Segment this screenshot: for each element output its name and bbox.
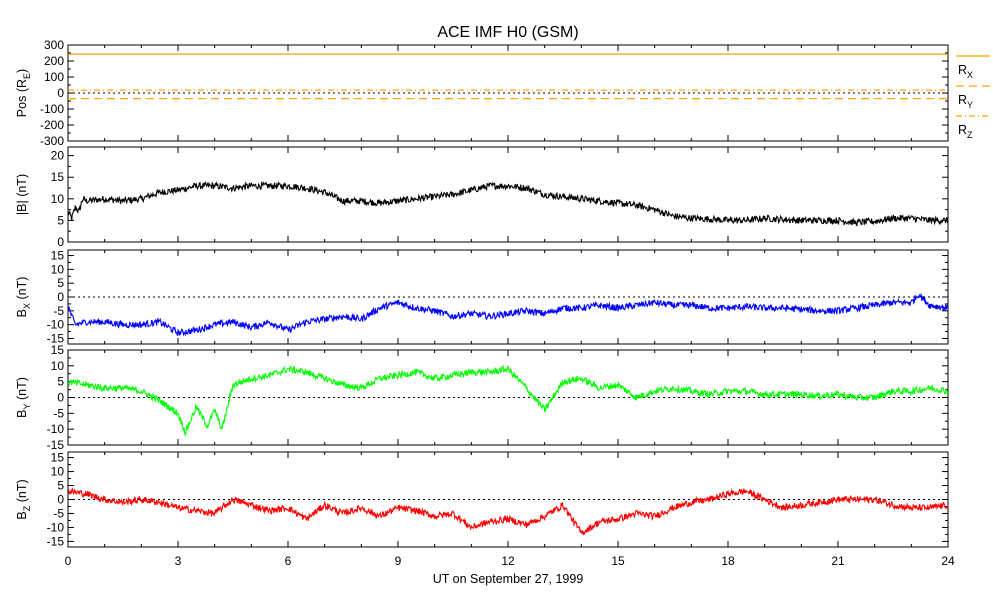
legend-label-x: RX (958, 63, 973, 80)
x-tick-label: 24 (941, 554, 955, 568)
x-tick-label: 6 (285, 554, 292, 568)
panel-by: 15 10 5 0-5 -10 -15 BY (nT) (15, 343, 949, 452)
y-tick-label: 5 (57, 213, 64, 227)
y-tick-label: 0 (57, 235, 64, 249)
y-tick-label: 100 (44, 70, 64, 84)
y-axis-label-pos: Pos (RE) (15, 69, 32, 117)
y-tick-label: 0 (57, 493, 64, 507)
x-tick-label: 15 (611, 554, 625, 568)
y-tick-label: 20 (51, 149, 65, 163)
x-axis-label: UT on September 27, 1999 (433, 572, 584, 586)
x-tick-label: 9 (395, 554, 402, 568)
series-line-bmag (68, 180, 948, 227)
y-tick-label: -15 (47, 534, 65, 548)
y-tick-label: -5 (53, 406, 64, 420)
series-line-bz (68, 486, 948, 536)
panel-pos: 300 200 100 0 -100 -200 -300 Pos (RE) RX RY RZ (15, 38, 990, 148)
y-tick-label: 0 (57, 86, 64, 100)
y-tick-label: 10 (51, 465, 65, 479)
x-tick-label: 18 (721, 554, 735, 568)
legend-label-y: RY (958, 93, 973, 110)
y-tick-label: -200 (40, 118, 64, 132)
panel-bmag: 20 15 10 5 0 |B| (nT) (15, 146, 949, 249)
x-tick-label: 3 (175, 554, 182, 568)
y-tick-label: -5 (53, 304, 64, 318)
y-tick-label: 10 (51, 359, 65, 373)
y-tick-label: -300 (40, 134, 64, 148)
x-tick-label: 12 (501, 554, 515, 568)
y-tick-label: 200 (44, 54, 64, 68)
y-tick-label: 0 (57, 290, 64, 304)
y-tick-label: 5 (57, 276, 64, 290)
x-tick-label: 0 (65, 554, 72, 568)
y-tick-label: -10 (47, 422, 65, 436)
y-tick-label: 10 (51, 262, 65, 276)
y-tick-label: -100 (40, 102, 64, 116)
chart-title: ACE IMF H0 (GSM) (437, 24, 578, 41)
y-tick-label: -15 (47, 331, 65, 345)
legend-label-z: RZ (958, 123, 973, 140)
y-tick-label: 15 (51, 249, 65, 263)
y-tick-label: -10 (47, 520, 65, 534)
x-tick-label: 21 (831, 554, 845, 568)
y-tick-label: 15 (51, 170, 65, 184)
y-tick-label: 15 (51, 451, 65, 465)
y-axis-label-bx: BX (nT) (15, 277, 32, 318)
series-line-by (68, 364, 948, 437)
y-tick-label: -10 (47, 318, 65, 332)
y-axis-label-bmag: |B| (nT) (15, 174, 29, 215)
panel-frame-bmag (67, 146, 949, 243)
y-tick-label: 10 (51, 192, 65, 206)
y-axis-label-bz: BZ (nT) (15, 479, 32, 519)
series-line-bx (68, 293, 948, 337)
y-tick-label: 5 (57, 375, 64, 389)
y-tick-label: 300 (44, 38, 64, 52)
y-tick-label: -5 (53, 506, 64, 520)
y-tick-label: 5 (57, 479, 64, 493)
y-tick-label: -15 (47, 438, 65, 452)
y-axis-label-by: BY (nT) (15, 377, 32, 418)
y-tick-label: 15 (51, 343, 65, 357)
y-tick-label: 0 (57, 391, 64, 405)
